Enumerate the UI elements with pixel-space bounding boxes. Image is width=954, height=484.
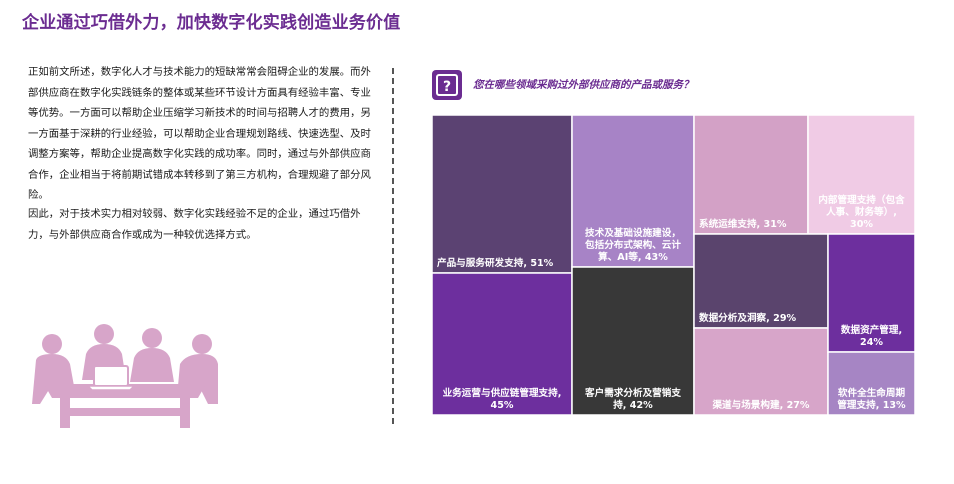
treemap-tile: [431, 114, 573, 274]
treemap-tile-label: 内部管理支持（包含人事、财务等）, 30%: [818, 194, 905, 230]
body-paragraph-2: 因此，对于技术实力相对较弱、数字化实践经验不足的企业，通过巧借外力，与外部供应商…: [28, 208, 361, 241]
treemap-tile: [693, 114, 809, 235]
treemap-tile-label: 产品与服务研发支持, 51%: [437, 257, 554, 269]
treemap-tile-label: 技术及基础设施建设，包括分布式架构、云计算、AI等, 43%: [584, 227, 681, 263]
question-mark-icon: ?: [432, 70, 462, 100]
business-meeting-icon: [32, 324, 218, 428]
treemap-tile: [571, 266, 695, 416]
treemap-tile-label: 数据分析及洞察, 29%: [698, 312, 796, 324]
svg-text:?: ?: [443, 79, 451, 95]
treemap-tile-label: 客户需求分析及营销支持, 42%: [584, 387, 681, 411]
treemap-tile-label: 软件全生命周期管理支持, 13%: [837, 387, 906, 411]
section-divider: [392, 68, 394, 424]
treemap-tile-label: 业务运营与供应链管理支持, 45%: [443, 387, 562, 411]
treemap-tile: [431, 272, 573, 416]
treemap-tile: [571, 114, 695, 268]
treemap-tile: [807, 114, 916, 235]
treemap-tile-label: 渠道与场景构建, 27%: [711, 399, 809, 411]
body-paragraph-1: 正如前文所述，数字化人才与技术能力的短缺常常会阻碍企业的发展。而外部供应商在数字…: [28, 66, 371, 201]
treemap-tile: [693, 233, 829, 329]
treemap-tile: [827, 351, 916, 416]
treemap-tile: [693, 327, 829, 416]
treemap-tile-label: 数据资产管理, 24%: [840, 324, 902, 348]
chart-question: 您在哪些领域采购过外部供应商的产品或服务？: [473, 79, 694, 91]
treemap-tile-label: 系统运维支持, 31%: [699, 218, 787, 230]
page-title: 企业通过巧借外力，加快数字化实践创造业务价值: [22, 13, 401, 33]
